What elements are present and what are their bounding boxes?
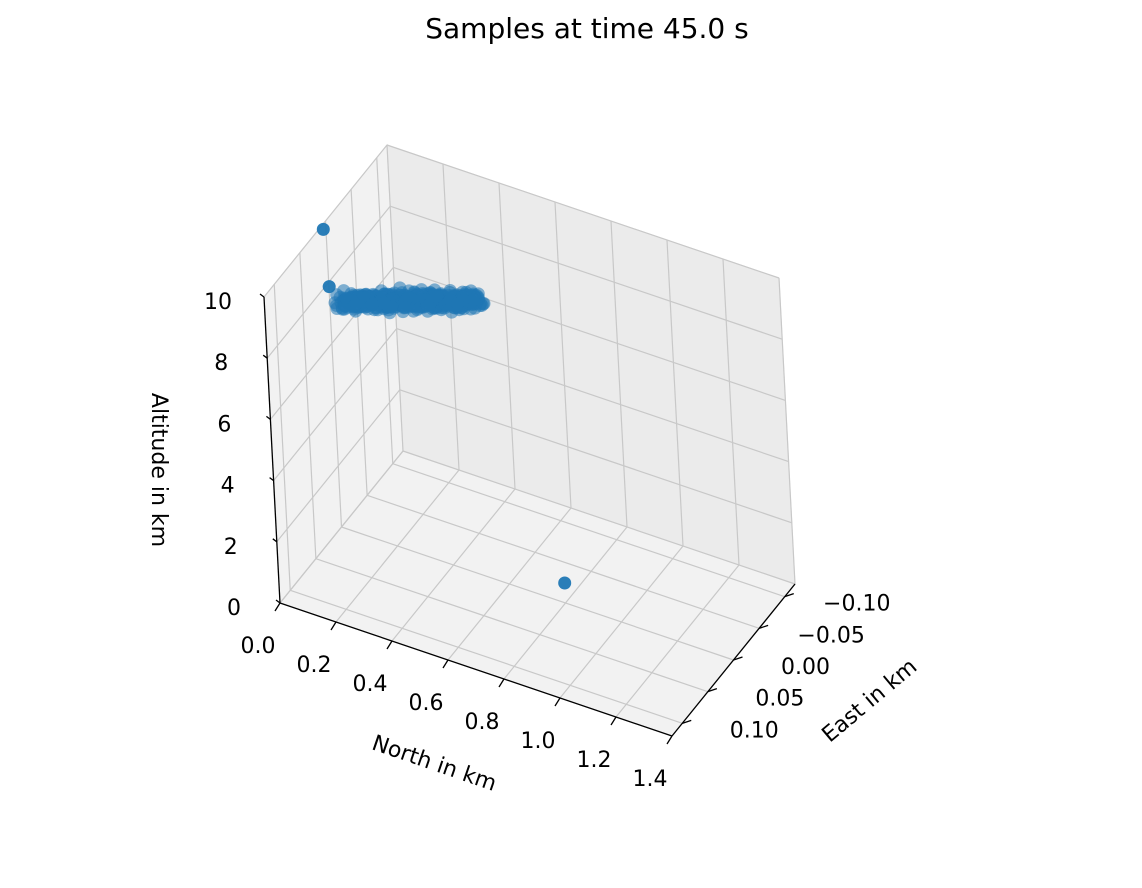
x-axis-label: North in km [369, 731, 500, 797]
scatter-points [316, 222, 572, 590]
grid-line-z [396, 328, 789, 463]
scatter-point [316, 222, 330, 236]
grid-lines [263, 144, 796, 737]
z-tick-mark [262, 354, 268, 359]
scatter-point [451, 297, 464, 311]
scatter-point [430, 289, 443, 303]
grid-line-z [276, 389, 401, 543]
z-tick-label: 8 [214, 351, 228, 376]
grid-line-x [554, 201, 572, 509]
y-tick-label: 0.10 [730, 718, 779, 743]
x-tick-mark [498, 678, 505, 688]
y-axis-label: East in km [817, 654, 922, 748]
scatter-point [558, 576, 572, 590]
x-tick-label: 0.8 [465, 710, 500, 735]
grid-line-x [666, 239, 684, 547]
grid-line-x [610, 220, 628, 528]
x-axis-line [279, 602, 673, 737]
z-tick-mark [269, 477, 274, 482]
scatter-point [466, 293, 480, 307]
y-tick-mark [784, 593, 794, 598]
x-tick-mark [386, 640, 393, 650]
grid-line-z [273, 328, 398, 481]
y-tick-label: −0.05 [797, 623, 864, 648]
z-tick-label: 4 [221, 474, 235, 499]
grid-line-z [390, 205, 783, 340]
scatter-point [398, 301, 412, 315]
x-tick-mark [554, 697, 561, 707]
grid-line-y [366, 494, 760, 629]
x-tick-label: 0.2 [297, 653, 332, 678]
y-tick-mark [733, 656, 743, 661]
scatter-point [393, 281, 407, 295]
x-tick-mark [274, 602, 281, 612]
x-tick-mark [666, 735, 673, 745]
x-tick-label: 0.4 [353, 672, 388, 697]
z-tick-mark [272, 538, 278, 543]
z-tick-label: 6 [217, 412, 231, 437]
z-tick-mark [275, 599, 281, 604]
scatter-point [374, 284, 388, 298]
grid-line-x [498, 182, 516, 490]
tick-marks: 0.0 0.2 0.4 0.6 0.8 1.0 1.2 1.4 −0.10 −0.05 0.00 0.… [204, 290, 890, 792]
z-axis-label: Altitude in km [146, 393, 171, 547]
scatter-point [477, 297, 491, 310]
grid-line-y [315, 558, 709, 693]
z-axis-line [263, 296, 281, 604]
y-tick-mark [682, 719, 692, 724]
grid-line-z [263, 144, 388, 298]
grid-line-y [324, 220, 343, 528]
scatter-point [348, 297, 362, 311]
grid-line-y [392, 463, 785, 598]
z-tick-mark [259, 293, 265, 298]
scatter-point [338, 302, 351, 316]
grid-line-z [399, 389, 792, 524]
y-tick-mark [758, 624, 769, 629]
scatter-point [377, 296, 391, 310]
x-tick-label: 1.2 [577, 748, 612, 773]
x-tick-label: 1.0 [521, 729, 556, 754]
y-tick-label: −0.10 [823, 592, 890, 617]
grid-line-x [778, 277, 796, 585]
grid-line-z [386, 144, 780, 279]
y-tick-label: 0.00 [781, 655, 830, 680]
y-tick-label: 0.05 [755, 687, 804, 712]
chart-title: Samples at time 45.0 s [425, 12, 749, 45]
grid-line-y [341, 526, 734, 661]
grid-line-y [299, 252, 317, 559]
scatter-point [365, 297, 379, 311]
z-tick-label: 0 [227, 596, 241, 621]
x-tick-label: 1.4 [633, 767, 668, 792]
z-tick-mark [266, 415, 271, 420]
grid-line-z [402, 450, 796, 585]
x-tick-label: 0.6 [409, 691, 444, 716]
x-tick-mark [610, 716, 617, 726]
z-tick-label: 10 [204, 290, 232, 315]
z-tick-label: 2 [224, 535, 238, 560]
scatter-point [322, 280, 336, 294]
grid-line-x [722, 258, 740, 566]
x-tick-label: 0.0 [241, 634, 276, 659]
grid-line-y [290, 589, 683, 724]
y-tick-mark [707, 688, 718, 693]
x-tick-mark [330, 621, 337, 631]
grid-line-y [273, 284, 291, 591]
grid-line-y [350, 189, 368, 496]
x-tick-mark [442, 659, 449, 669]
grid-line-z [279, 450, 404, 604]
